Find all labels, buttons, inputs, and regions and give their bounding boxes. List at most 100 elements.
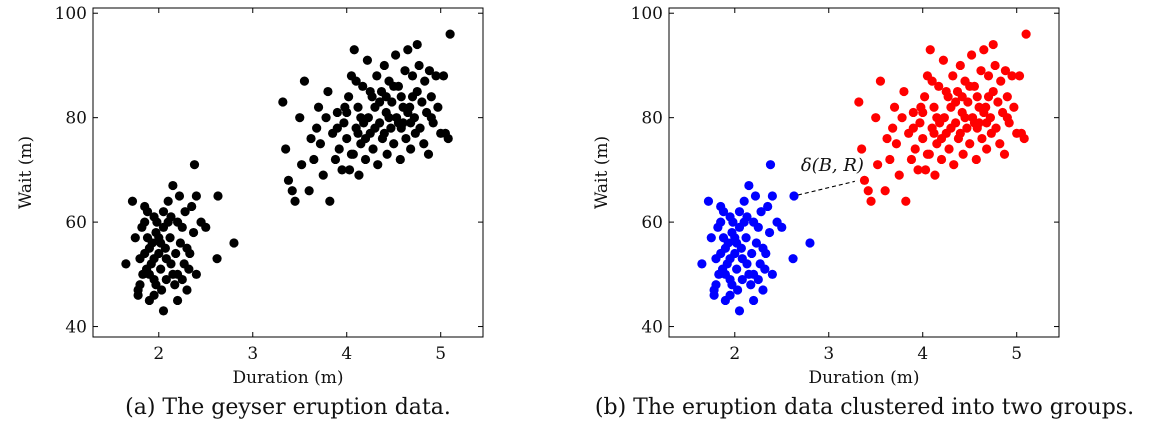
- data-point: [748, 295, 759, 306]
- data-point: [304, 186, 314, 196]
- x-axis-title: Duration (m): [808, 368, 919, 388]
- x-tick-label: 4: [917, 344, 928, 364]
- data-point: [417, 97, 427, 107]
- data-point: [400, 66, 410, 76]
- data-point: [312, 123, 322, 133]
- data-point: [979, 107, 989, 118]
- data-point: [730, 248, 740, 259]
- y-tick-label: 100: [631, 4, 663, 24]
- data-point: [212, 254, 222, 264]
- data-point: [161, 274, 171, 285]
- data-point: [172, 295, 183, 306]
- data-point: [191, 191, 201, 201]
- data-point: [901, 196, 911, 206]
- data-point: [384, 113, 394, 123]
- data-point: [340, 102, 350, 112]
- caption-a: (a) The geyser eruption data.: [125, 395, 451, 420]
- caption-b: (b) The eruption data clustered into two…: [594, 395, 1135, 420]
- data-point: [149, 212, 159, 222]
- data-point: [365, 86, 375, 97]
- data-point: [916, 102, 926, 112]
- x-axis-title: Duration (m): [232, 368, 343, 388]
- data-point: [709, 290, 719, 300]
- series-0: [121, 29, 455, 316]
- data-point: [438, 71, 449, 81]
- data-point: [356, 113, 366, 123]
- data-point: [725, 290, 735, 300]
- data-point: [932, 113, 942, 123]
- data-point: [313, 102, 324, 112]
- data-point: [165, 233, 175, 243]
- data-point: [875, 76, 886, 86]
- data-point: [373, 160, 383, 170]
- scatter-chart-a: 2 3 4 5 40 60 80 100 Duration (m) Wait (m): [16, 4, 484, 388]
- series-0: [697, 160, 815, 316]
- data-point: [389, 139, 399, 149]
- data-point: [177, 274, 187, 285]
- data-point: [873, 160, 883, 170]
- plot-frame: [668, 7, 1060, 338]
- data-point: [1000, 66, 1011, 76]
- data-point: [697, 259, 707, 269]
- data-point: [788, 254, 798, 264]
- data-point: [920, 92, 930, 102]
- data-point: [379, 60, 389, 71]
- data-point: [711, 280, 721, 290]
- data-point: [894, 170, 904, 180]
- data-point: [960, 113, 970, 123]
- data-point: [403, 45, 413, 55]
- data-point: [758, 243, 768, 253]
- data-point: [983, 92, 994, 102]
- data-point: [166, 212, 176, 222]
- data-point: [127, 196, 138, 206]
- data-point: [332, 107, 342, 118]
- data-point: [936, 154, 947, 165]
- data-point: [891, 139, 902, 149]
- data-point: [737, 274, 747, 285]
- data-point: [789, 191, 799, 201]
- data-point: [948, 71, 958, 81]
- data-point: [979, 45, 989, 55]
- data-point: [182, 243, 192, 253]
- data-point: [360, 154, 371, 165]
- data-point: [982, 118, 992, 128]
- data-point: [996, 76, 1006, 86]
- data-point: [946, 123, 956, 133]
- x-tick-label: 4: [341, 344, 352, 364]
- data-point: [201, 222, 211, 232]
- x-tick-label: 2: [729, 344, 740, 364]
- data-point: [734, 207, 745, 217]
- data-point: [991, 123, 1001, 133]
- data-point: [737, 254, 747, 264]
- data-point: [976, 66, 986, 76]
- data-point: [420, 76, 430, 86]
- data-point: [1014, 71, 1025, 81]
- data-point: [866, 196, 876, 206]
- data-point: [859, 175, 870, 185]
- data-point: [368, 144, 378, 154]
- data-point: [722, 259, 732, 269]
- data-point: [1021, 29, 1031, 39]
- distance-label: δ(B, R): [801, 155, 864, 176]
- series-1: [854, 29, 1031, 206]
- data-point: [445, 29, 455, 39]
- data-point: [161, 254, 171, 264]
- data-point: [805, 238, 815, 248]
- data-point: [703, 196, 714, 206]
- data-point: [299, 76, 310, 86]
- data-point: [758, 285, 768, 295]
- data-point: [725, 212, 735, 222]
- data-point: [990, 60, 1000, 71]
- y-tick-label: 80: [641, 109, 663, 129]
- data-point: [871, 113, 881, 123]
- data-point: [140, 217, 150, 227]
- data-point: [920, 165, 931, 175]
- data-point: [443, 133, 453, 144]
- data-point: [349, 45, 359, 55]
- data-point: [407, 92, 418, 102]
- data-point: [426, 92, 436, 102]
- data-point: [899, 86, 909, 97]
- data-point: [732, 238, 742, 248]
- data-point: [180, 207, 190, 217]
- data-point: [325, 196, 335, 206]
